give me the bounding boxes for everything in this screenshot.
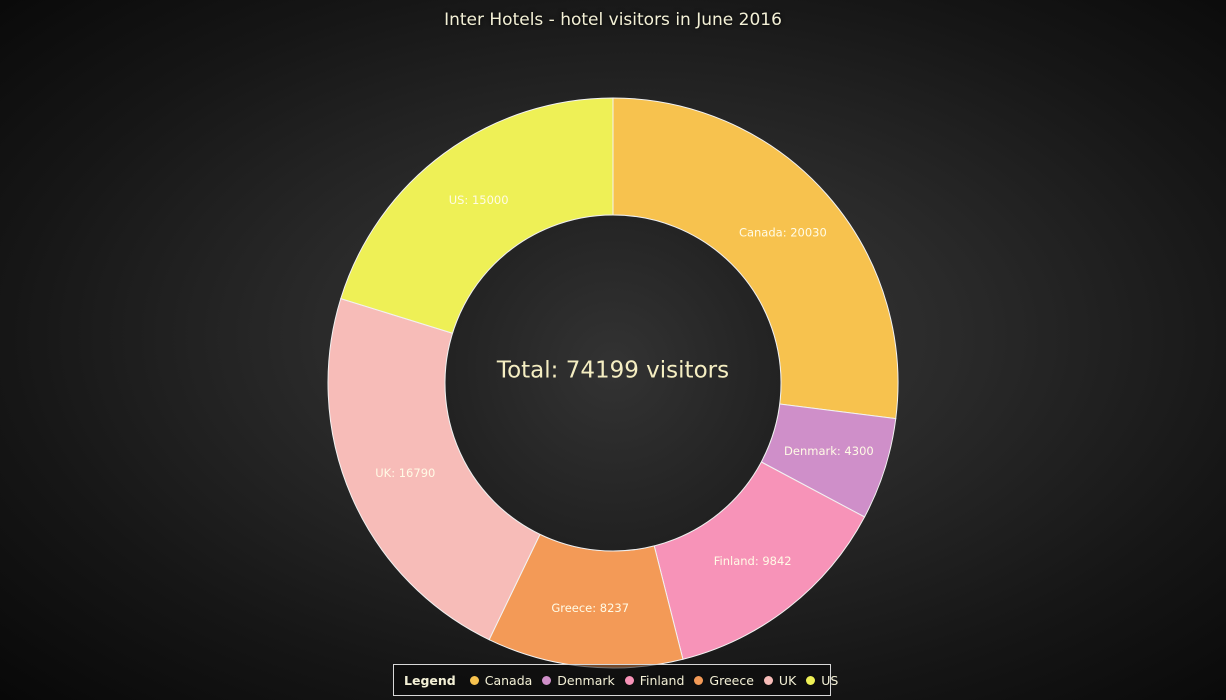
legend-item-uk[interactable]: UK — [763, 672, 797, 688]
legend-item-canada[interactable]: Canada — [469, 672, 533, 688]
legend-item-greece[interactable]: Greece — [694, 673, 754, 688]
legend-label-canada: Canada — [484, 672, 533, 688]
legend-swatch-uk — [763, 675, 773, 685]
slice-label-uk: UK: 16790 — [375, 466, 435, 480]
legend-swatch-denmark — [542, 675, 552, 685]
legend-label-uk: UK — [778, 672, 797, 688]
legend-label-finland: Finland — [639, 672, 685, 688]
chart-title: Inter Hotels - hotel visitors in June 20… — [444, 10, 782, 30]
legend-items: Canada Denmark Finland Greece UK US — [469, 672, 849, 688]
legend-swatch-finland — [624, 675, 634, 685]
center-total-label: Total: 74199 visitors — [496, 358, 729, 384]
legend-swatch-greece — [694, 675, 704, 685]
legend-item-us[interactable]: US — [806, 673, 838, 688]
slice-label-finland: Finland: 9842 — [714, 554, 792, 568]
slice-label-us: US: 15000 — [449, 193, 509, 207]
donut-hole — [444, 214, 782, 552]
labels-group: Canada: 20030 Denmark: 4300 Finland: 9842 G… — [375, 193, 873, 615]
legend-label-us: US — [821, 672, 839, 688]
legend-label-greece: Greece — [709, 672, 754, 688]
legend: Legend Canada Denmark Finland Greece UK US — [393, 664, 838, 696]
slice-label-canada: Canada: 20030 — [739, 226, 827, 240]
legend-label-denmark: Denmark — [557, 672, 615, 688]
legend-swatch-us — [806, 675, 816, 685]
legend-item-finland[interactable]: Finland — [624, 672, 685, 688]
legend-item-denmark[interactable]: Denmark — [542, 672, 615, 688]
legend-swatch-canada — [469, 675, 479, 685]
slice-label-denmark: Denmark: 4300 — [784, 444, 874, 458]
legend-title: Legend — [404, 672, 456, 688]
slice-label-greece: Greece: 8237 — [551, 601, 629, 615]
